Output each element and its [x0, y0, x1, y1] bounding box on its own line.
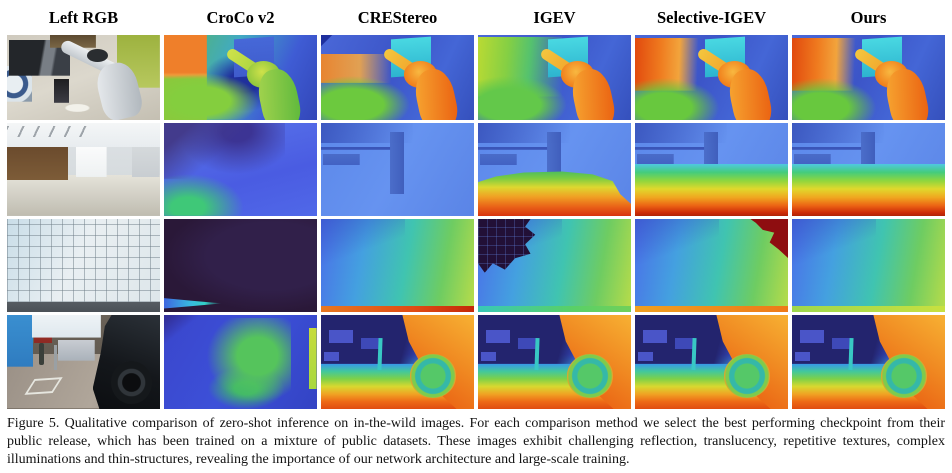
- cell-row4-left-rgb: [7, 315, 160, 409]
- column-header-igev: IGEV: [533, 7, 576, 27]
- cell-row1-igev-depth: [478, 35, 631, 120]
- depth-streak-shape: [164, 298, 223, 309]
- cell-row1-selective-igev-depth: [635, 35, 788, 120]
- tile-grid-failure-blob-shape: [478, 219, 536, 273]
- column-header-crestereo: CREStereo: [357, 7, 438, 27]
- ground-strip-shape: [478, 305, 631, 312]
- ground-strip-shape: [792, 305, 945, 312]
- cell-row1-left-rgb: [7, 35, 160, 120]
- cell-row1-croco-v2-depth: [164, 35, 317, 120]
- column-headers: Left RGB CroCo v2 CREStereo IGEV Selecti…: [0, 0, 952, 35]
- comparison-grid: [0, 35, 952, 409]
- depth-wheel-shape: [723, 354, 770, 398]
- cell-row4-ours-depth: [792, 315, 945, 409]
- depth-pole-shape: [377, 337, 382, 370]
- pedestrian-shape: [39, 343, 45, 365]
- suv-wheel-shape: [111, 361, 153, 405]
- cell-row3-igev-depth: [478, 219, 631, 312]
- column-header-left-rgb: Left RGB: [48, 7, 119, 27]
- pillar-shape: [389, 132, 404, 194]
- cell-row2-crestereo-depth: [321, 123, 474, 216]
- ground-strip-shape: [321, 305, 474, 312]
- floor-depth-gradient-shape: [635, 163, 788, 216]
- cell-row2-left-rgb: [7, 123, 160, 216]
- cell-row1-ours-depth: [792, 35, 945, 120]
- floor-failure-blob-shape: [478, 171, 631, 216]
- cell-row3-ours-depth: [792, 219, 945, 312]
- column-header-selective-igev: Selective-IGEV: [656, 7, 767, 27]
- floor-depth-gradient-shape: [792, 163, 945, 216]
- depth-wheel-shape: [880, 354, 927, 398]
- cell-row2-igev-depth: [478, 123, 631, 216]
- cell-row2-ours-depth: [792, 123, 945, 216]
- cell-row3-left-rgb: [7, 219, 160, 312]
- cell-row3-croco-v2-depth: [164, 219, 317, 312]
- cell-row2-selective-igev-depth: [635, 123, 788, 216]
- depth-pole-shape: [691, 337, 696, 370]
- pole-shape: [54, 345, 58, 370]
- cell-row2-croco-v2-depth: [164, 123, 317, 216]
- failure-red-blob-shape: [750, 219, 788, 259]
- cell-row3-crestereo-depth: [321, 219, 474, 312]
- cell-row4-selective-igev-depth: [635, 315, 788, 409]
- cell-row1-crestereo-depth: [321, 35, 474, 120]
- figure-caption: Figure 5. Qualitative comparison of zero…: [7, 416, 945, 467]
- depth-wheel-shape: [409, 354, 456, 398]
- cell-row4-igev-depth: [478, 315, 631, 409]
- cell-row4-crestereo-depth: [321, 315, 474, 409]
- cell-row3-selective-igev-depth: [635, 219, 788, 312]
- depth-pole-shape: [848, 337, 853, 370]
- column-header-ours: Ours: [850, 7, 887, 27]
- cell-row4-croco-v2-depth: [164, 315, 317, 409]
- robot-arm-joint-shape: [86, 48, 108, 63]
- depth-wheel-shape: [566, 354, 613, 398]
- depth-pole-shape: [534, 337, 539, 370]
- ground-strip-shape: [635, 305, 788, 312]
- column-header-croco-v2: CroCo v2: [206, 7, 275, 27]
- parking-marking-shape: [24, 376, 63, 395]
